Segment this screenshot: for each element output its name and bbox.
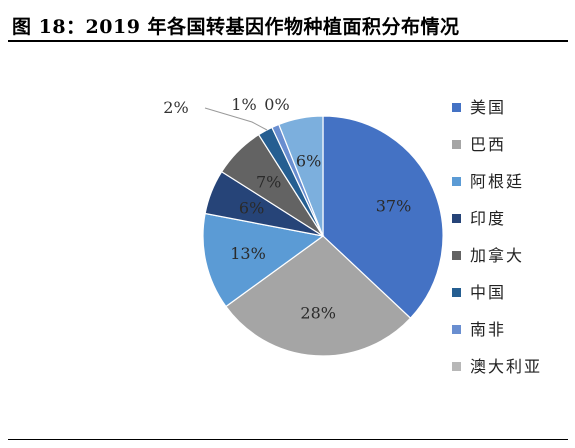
legend-label-4: 印度 — [470, 209, 506, 228]
slice-label-2: 28% — [300, 304, 336, 323]
pie-slice-labels: 37% 28% 13% 6% 7% 2% 1% 0% 6% — [163, 95, 411, 323]
legend-label-1: 美国 — [470, 98, 506, 117]
legend-swatch-1 — [452, 103, 461, 112]
slice-label-6: 2% — [163, 98, 188, 117]
slice-label-5: 7% — [256, 173, 281, 192]
leader-line-6 — [204, 107, 268, 131]
pie-slice-3 — [202, 212, 325, 308]
legend-label-3: 阿根廷 — [470, 172, 524, 191]
pie-slices — [202, 115, 444, 357]
pie-slice-1 — [322, 115, 444, 319]
chart-title: 图 18：2019 年各国转基因作物种植面积分布情况 — [12, 16, 460, 38]
legend-swatch-6 — [452, 288, 461, 297]
legend-label-2: 巴西 — [470, 135, 506, 154]
slice-label-9: 6% — [296, 152, 321, 171]
pie-slice-2 — [225, 235, 412, 357]
legend-swatch-7 — [452, 325, 461, 334]
legend-label-5: 加拿大 — [470, 246, 524, 265]
slice-label-7: 1% — [231, 95, 256, 114]
legend-swatch-8 — [452, 362, 461, 371]
legend-swatch-5 — [452, 251, 461, 260]
slice-label-3: 13% — [230, 244, 266, 263]
slice-label-8: 0% — [264, 95, 289, 114]
legend-swatch-4 — [452, 214, 461, 223]
legend-swatch-2 — [452, 140, 461, 149]
legend-label-6: 中国 — [470, 283, 506, 302]
pie-slice-9 — [278, 115, 324, 237]
title-bar: 图 18：2019 年各国转基因作物种植面积分布情况 — [8, 10, 568, 42]
legend-label-8: 澳大利亚 — [470, 357, 542, 376]
bottom-rule — [8, 439, 568, 440]
slice-label-1: 37% — [376, 197, 412, 216]
slice-label-4: 6% — [239, 199, 264, 218]
legend-swatch-3 — [452, 177, 461, 186]
legend-label-7: 南非 — [470, 320, 506, 339]
